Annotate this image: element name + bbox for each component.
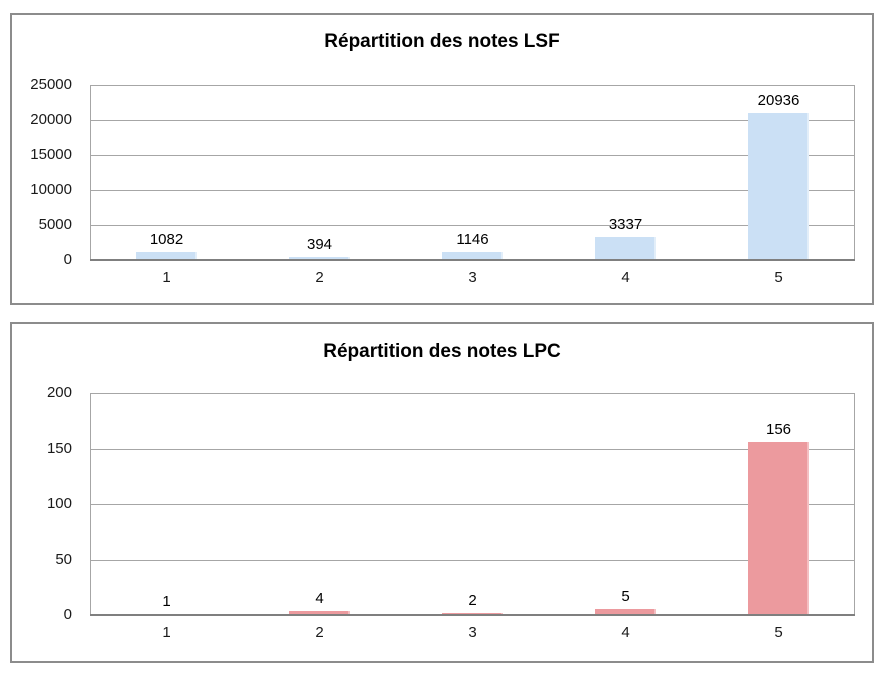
gridline [91, 504, 854, 505]
x-category-label: 1 [162, 269, 171, 286]
x-axis-line [90, 614, 855, 616]
bar [595, 237, 656, 260]
bar-value-label: 5 [621, 588, 630, 605]
x-category-label: 5 [774, 624, 783, 641]
bar [748, 113, 809, 260]
bar-value-label: 3337 [608, 216, 643, 233]
y-tick-label: 15000 [30, 146, 72, 163]
y-tick-label: 50 [55, 550, 72, 568]
lpc-chart-title: Répartition des notes LPC [323, 341, 561, 362]
y-tick-label: 25000 [30, 76, 72, 93]
gridline [91, 155, 854, 156]
bar-value-label: 1082 [149, 231, 184, 248]
x-category-label: 4 [621, 269, 630, 286]
x-category-label: 3 [468, 269, 477, 286]
bar-value-label: 2 [468, 592, 477, 609]
gridline [91, 448, 854, 450]
y-tick-label: 100 [46, 495, 72, 512]
lsf-chart-panel: Répartition des notes LSF 0 5000 10000 1500… [10, 13, 874, 305]
bar-value-label: 156 [765, 421, 792, 438]
x-category-label: 5 [774, 269, 783, 286]
bar-value-label: 4 [315, 590, 324, 607]
y-tick-label: 200 [46, 384, 72, 401]
y-tick-label: 5000 [38, 216, 72, 233]
gridline [91, 190, 854, 191]
y-tick-label: 20000 [30, 111, 72, 128]
y-tick-label: 150 [46, 439, 72, 457]
gridline [91, 120, 854, 121]
x-category-label: 3 [468, 624, 477, 641]
bar [595, 609, 656, 615]
x-axis-line [90, 259, 855, 261]
bar-value-label: 1146 [456, 231, 489, 248]
x-category-label: 1 [162, 624, 171, 641]
y-tick-label: 0 [63, 606, 72, 623]
bar [136, 252, 197, 260]
y-tick-label: 0 [63, 251, 72, 268]
bar [748, 442, 809, 615]
x-category-label: 2 [315, 269, 324, 286]
bar [442, 252, 503, 260]
y-tick-label: 10000 [30, 181, 72, 198]
bar-value-label: 394 [306, 236, 333, 253]
bar-value-label: 1 [162, 593, 171, 610]
bar [289, 257, 350, 260]
gridline [91, 225, 854, 226]
lsf-chart-title: Répartition des notes LSF [324, 31, 560, 52]
lpc-chart-panel: Répartition des notes LPC 0 50 100 150 200 1 1… [10, 322, 874, 663]
bar [289, 611, 350, 615]
x-category-label: 4 [621, 624, 630, 641]
x-category-label: 2 [315, 624, 324, 641]
bar-value-label: 20936 [757, 92, 800, 109]
gridline [91, 559, 854, 561]
lsf-plot-area [90, 85, 855, 260]
